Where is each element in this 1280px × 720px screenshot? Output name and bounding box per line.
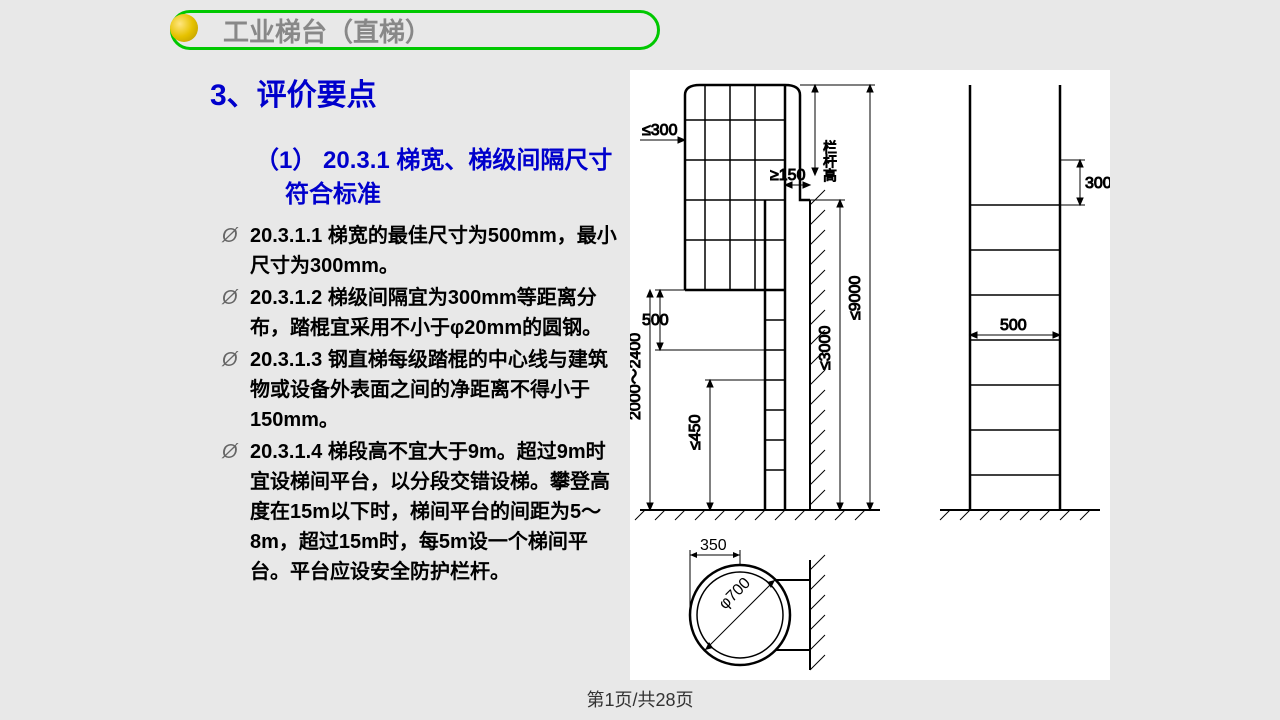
bullet-list: 20.3.1.1 梯宽的最佳尺寸为500mm，最小尺寸为300mm。 20.3.… (210, 221, 620, 587)
dim-platform-clearance: ≥150 (770, 167, 806, 184)
dims-right: 300 500 (970, 160, 1110, 338)
title-bullet-icon (170, 14, 198, 42)
title-bar: 工业梯台（直梯） (170, 10, 660, 50)
plan-view: 350 φ700 (690, 537, 825, 670)
dim-max-height: ≤9000 (847, 276, 864, 320)
bullet-item: 20.3.1.1 梯宽的最佳尺寸为500mm，最小尺寸为300mm。 (250, 221, 620, 281)
sub-heading: （1） 20.3.1 梯宽、梯级间隔尺寸符合标准 (230, 144, 620, 211)
dims-left: ≤300 ≥150 栏杆高 500 ≤450 2000～2400 (630, 85, 875, 510)
main-heading: 3、评价要点 (210, 70, 620, 114)
bullet-item: 20.3.1.4 梯段高不宜大于9m。超过9m时宜设梯间平台，以分段交错设梯。攀… (250, 437, 620, 587)
bullet-item: 20.3.1.3 钢直梯每级踏棍的中心线与建筑物或设备外表面之间的净距离不得小于… (250, 345, 620, 435)
dim-top-width: ≤300 (642, 122, 678, 139)
dim-total-height: 2000～2400 (630, 333, 644, 420)
dim-lower-height: ≤3000 (817, 326, 834, 370)
dim-wall-clearance: ≤450 (687, 414, 704, 450)
bullet-item: 20.3.1.2 梯级间隔宜为300mm等距离分布，踏棍宜采用不小于φ20mm的… (250, 283, 620, 343)
dim-rail-label: 栏杆高 (822, 140, 838, 182)
dim-right-top: 300 (1085, 175, 1110, 192)
ground-hatch (635, 510, 880, 520)
page-footer: 第1页/共28页 (0, 686, 1280, 712)
dim-circle-offset: 350 (700, 537, 727, 554)
content-area: 3、评价要点 （1） 20.3.1 梯宽、梯级间隔尺寸符合标准 20.3.1.1… (210, 70, 620, 589)
dim-rung-spacing: 500 (642, 312, 669, 329)
ladder-front (970, 85, 1060, 510)
ladder-diagram: ≤300 ≥150 栏杆高 500 ≤450 2000～2400 (630, 70, 1110, 680)
dim-right-width: 500 (1000, 317, 1027, 334)
ground-hatch-right (940, 510, 1100, 520)
title-text: 工业梯台（直梯） (223, 12, 431, 49)
